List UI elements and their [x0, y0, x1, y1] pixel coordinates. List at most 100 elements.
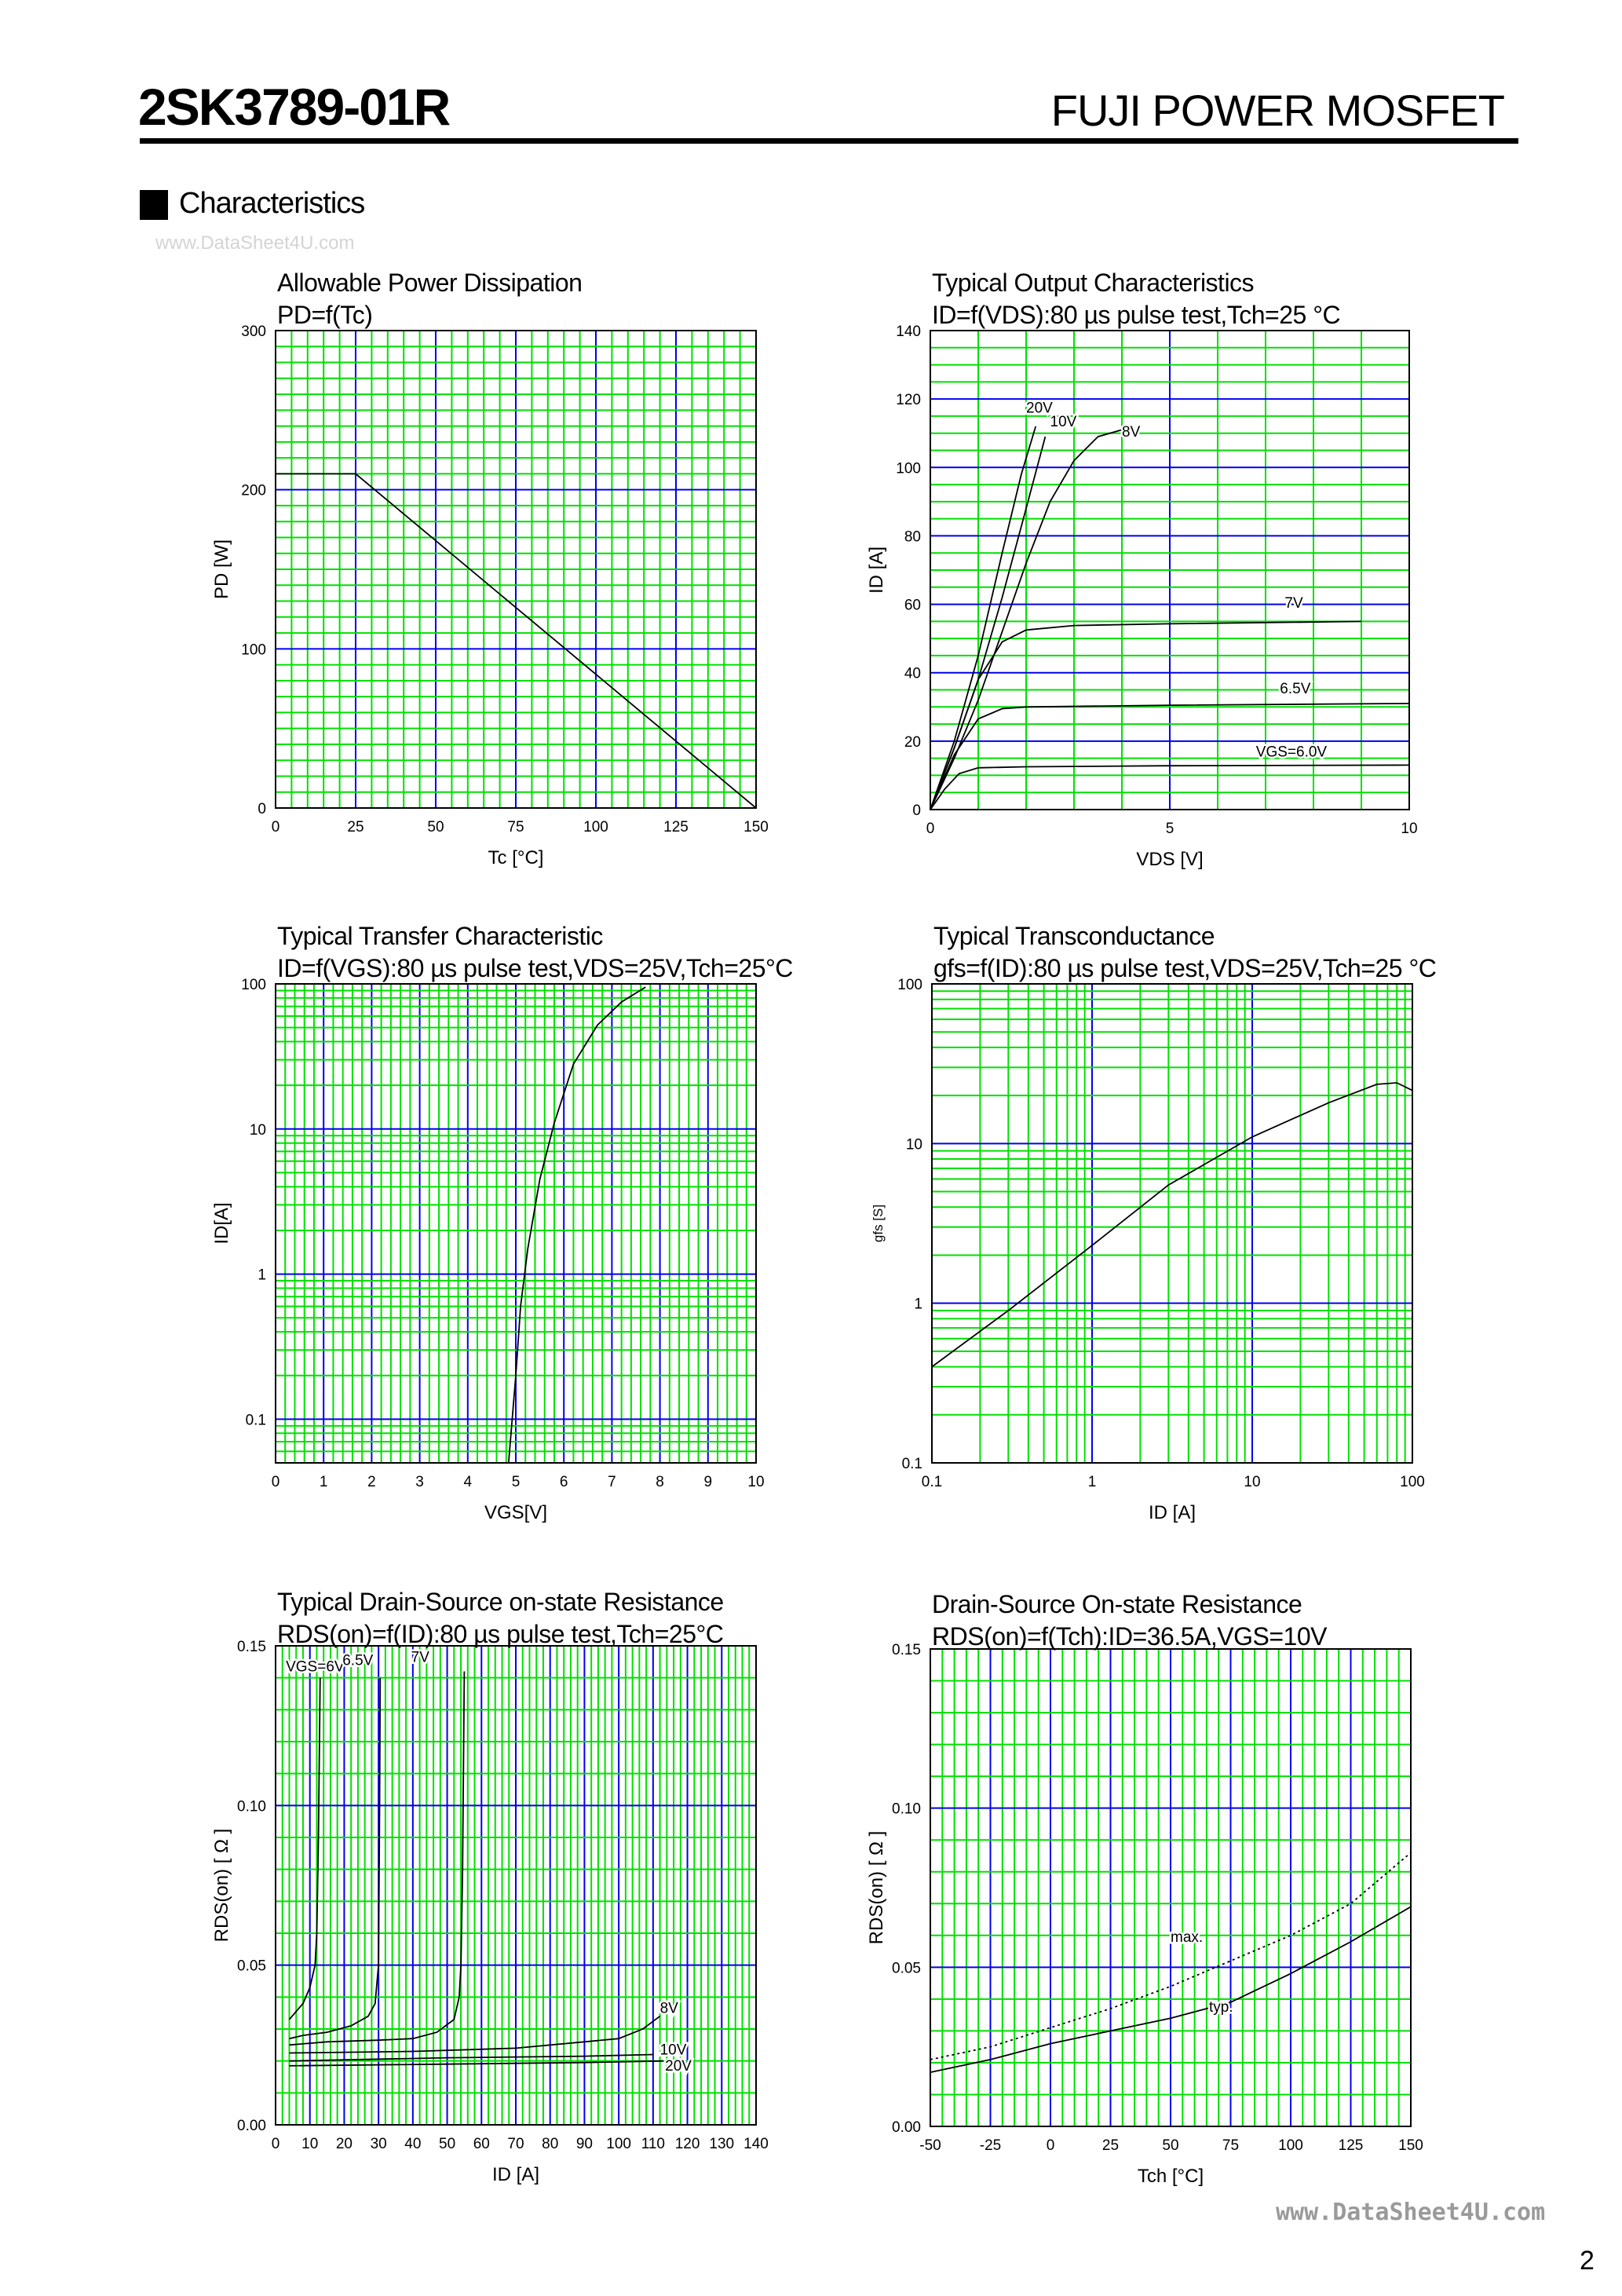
chart-title: Allowable Power Dissipation: [277, 269, 583, 297]
series-line-vgs-6v: [288, 1677, 321, 2020]
x-tick-label: 40: [404, 2136, 421, 2152]
y-tick-label: 10: [250, 1122, 266, 1139]
y-tick-label: 0.00: [237, 2118, 266, 2134]
x-tick-label: 75: [1222, 2137, 1239, 2154]
x-tick-label: 3: [415, 1474, 424, 1490]
series-label: 10V: [1050, 414, 1077, 430]
plot-frame: [275, 983, 757, 1464]
x-tick-label: 5: [512, 1474, 521, 1490]
y-tick-label: 200: [241, 483, 266, 499]
plot-frame: [275, 1645, 757, 2126]
x-tick-label: 60: [473, 2136, 490, 2152]
y-tick-label: 0.10: [237, 1798, 266, 1815]
y-tick-label: 0.05: [237, 1958, 266, 1975]
plot-frame: [931, 983, 1413, 1464]
x-tick-label: 0: [1047, 2137, 1055, 2154]
series-line-20v: [930, 426, 1037, 810]
series-label: 7V: [411, 1649, 430, 1665]
y-axis-label: ID[A]: [211, 1202, 232, 1245]
y-tick-label: 0.00: [892, 2119, 921, 2136]
x-tick-label: 0: [272, 1474, 280, 1490]
x-tick-label: 0: [926, 821, 935, 837]
x-tick-label: 30: [371, 2136, 387, 2152]
y-tick-label: 1: [914, 1296, 922, 1313]
series-line-10v: [930, 436, 1047, 810]
y-tick-label: 60: [904, 598, 921, 614]
x-tick-label: 8: [656, 1474, 664, 1490]
y-tick-label: 300: [241, 324, 266, 340]
chart-subtitle: gfs=f(ID):80 µs pulse test,VDS=25V,Tch=2…: [933, 954, 1437, 982]
x-tick-label: 1: [320, 1474, 328, 1490]
x-tick-label: -50: [919, 2137, 941, 2154]
series-line-curve: [276, 473, 757, 809]
y-axis-label: ID [A]: [866, 546, 887, 594]
x-tick-label: 0: [272, 819, 280, 835]
brand-title: FUJI POWER MOSFET: [1050, 86, 1505, 135]
x-tick-label: 150: [1398, 2137, 1423, 2154]
x-tick-label: 130: [709, 2136, 734, 2152]
x-tick-label: 80: [542, 2136, 558, 2152]
chart-subtitle: ID=f(VDS):80 µs pulse test,Tch=25 °C: [932, 301, 1341, 329]
series-line-typ-: [930, 1906, 1412, 2073]
series-line-20v: [289, 2060, 664, 2067]
y-axis-label: RDS(on) [ Ω ]: [211, 1828, 232, 1943]
series-label: typ.: [1209, 1999, 1233, 2016]
x-tick-label: 110: [641, 2136, 665, 2152]
y-tick-label: 0: [912, 803, 921, 819]
x-tick-label: 125: [1339, 2137, 1364, 2154]
y-tick-label: 0.05: [892, 1960, 921, 1976]
y-tick-label: 100: [241, 642, 266, 658]
x-tick-label: -25: [980, 2137, 1001, 2154]
x-tick-label: 1: [1088, 1474, 1097, 1490]
y-axis-label: PD [W]: [211, 539, 232, 599]
y-tick-label: 1: [258, 1267, 266, 1284]
x-axis-label: VDS [V]: [1136, 849, 1204, 870]
series-line-6-5v: [930, 703, 1410, 810]
series-label: VGS=6.0V: [1256, 744, 1328, 760]
series-label: 10V: [660, 2042, 687, 2059]
x-tick-label: 25: [347, 819, 363, 835]
x-tick-label: 10: [747, 1474, 764, 1490]
series-line-7v: [289, 1671, 466, 2046]
y-tick-label: 140: [896, 324, 921, 340]
plot-frame: [930, 330, 1410, 810]
chart-title: Typical Drain-Source on-state Resistance: [277, 1588, 724, 1616]
x-tick-label: 6: [560, 1474, 568, 1490]
x-tick-label: 0.1: [922, 1474, 942, 1490]
x-tick-label: 9: [704, 1474, 713, 1490]
series-line-curve: [931, 1082, 1413, 1368]
y-tick-label: 100: [897, 977, 922, 993]
x-tick-label: 150: [743, 819, 769, 835]
x-tick-label: 120: [675, 2136, 700, 2152]
x-axis-label: Tch [°C]: [1137, 2166, 1204, 2187]
y-tick-label: 80: [904, 528, 921, 545]
series-line-10v: [289, 2053, 653, 2062]
section-title: Characteristics: [179, 187, 365, 220]
x-tick-label: 100: [606, 2136, 631, 2152]
x-tick-label: 0: [272, 2136, 280, 2152]
x-tick-label: 100: [1400, 1474, 1425, 1490]
chart-subtitle: PD=f(Tc): [277, 301, 373, 329]
x-tick-label: 7: [608, 1474, 616, 1490]
series-label: 20V: [1026, 400, 1053, 417]
y-axis-label: gfs [S]: [871, 1204, 886, 1243]
series-label: max.: [1171, 1929, 1203, 1946]
x-axis-label: Tc [°C]: [488, 847, 544, 868]
header-rule: [140, 138, 1518, 144]
y-tick-label: 20: [904, 734, 921, 751]
watermark-bottom[interactable]: www.DataSheet4U.com: [1276, 2199, 1546, 2226]
y-tick-label: 120: [896, 392, 921, 408]
chart-title: Drain-Source On-state Resistance: [932, 1590, 1302, 1618]
x-tick-label: 75: [507, 819, 524, 835]
watermark-top: www.DataSheet4U.com: [155, 232, 355, 254]
y-tick-label: 40: [904, 666, 921, 682]
x-tick-label: 5: [1166, 821, 1174, 837]
series-line-8v: [930, 429, 1123, 810]
x-tick-label: 100: [1278, 2137, 1303, 2154]
y-tick-label: 100: [241, 977, 266, 993]
x-axis-label: ID [A]: [491, 2164, 540, 2185]
y-tick-label: 0.1: [902, 1456, 922, 1472]
